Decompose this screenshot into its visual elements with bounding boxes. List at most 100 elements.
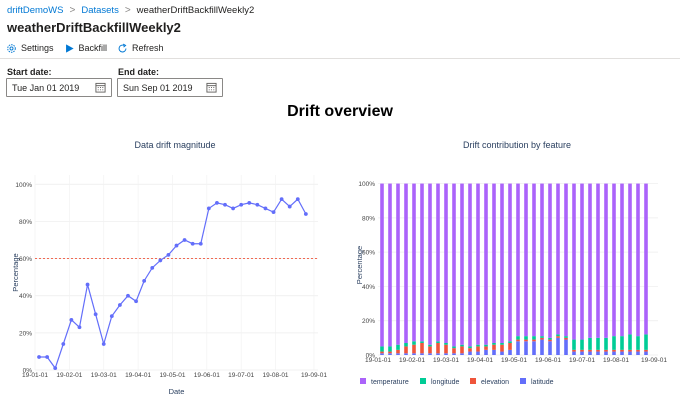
bar-segment-temperature[interactable] — [436, 183, 440, 342]
bar-segment-longitude[interactable] — [540, 336, 544, 338]
bar-segment-longitude[interactable] — [460, 344, 464, 347]
bar-segment-latitude[interactable] — [612, 351, 616, 355]
bar-segment-elevation[interactable] — [388, 351, 392, 354]
data-point[interactable] — [150, 265, 155, 270]
bar-segment-temperature[interactable] — [476, 183, 480, 345]
data-point[interactable] — [109, 314, 114, 319]
bar-segment-elevation[interactable] — [628, 349, 632, 352]
bar-segment-elevation[interactable] — [452, 348, 456, 354]
bar-segment-longitude[interactable] — [412, 341, 416, 345]
bar-segment-temperature[interactable] — [420, 183, 424, 342]
bar-segment-longitude[interactable] — [644, 334, 648, 350]
bar-segment-longitude[interactable] — [580, 339, 584, 350]
bar-segment-elevation[interactable] — [492, 344, 496, 350]
bar-segment-longitude[interactable] — [428, 344, 432, 347]
legend-item-temperature[interactable]: temperature — [360, 378, 409, 386]
bar-segment-temperature[interactable] — [444, 183, 448, 343]
bar-segment-temperature[interactable] — [452, 183, 456, 347]
bar-segment-elevation[interactable] — [564, 337, 568, 340]
bar-segment-longitude[interactable] — [468, 346, 472, 349]
bar-segment-latitude[interactable] — [628, 351, 632, 355]
bar-segment-latitude[interactable] — [532, 341, 536, 355]
data-point[interactable] — [303, 212, 308, 216]
bar-segment-latitude[interactable] — [404, 353, 408, 355]
bar-segment-temperature[interactable] — [428, 183, 432, 345]
bar-segment-longitude[interactable] — [484, 344, 488, 347]
bar-segment-elevation[interactable] — [644, 349, 648, 352]
data-point[interactable] — [93, 312, 98, 317]
data-point[interactable] — [134, 299, 138, 304]
bar-segment-temperature[interactable] — [636, 183, 640, 337]
legend-item-latitude[interactable]: latitude — [520, 378, 554, 386]
backfill-button[interactable]: Backfill — [64, 43, 107, 54]
bar-segment-elevation[interactable] — [556, 336, 560, 338]
bar-segment-temperature[interactable] — [644, 183, 648, 335]
bar-segment-latitude[interactable] — [524, 341, 528, 355]
bar-segment-latitude[interactable] — [548, 341, 552, 355]
bar-segment-longitude[interactable] — [548, 337, 552, 340]
bar-segment-elevation[interactable] — [484, 346, 488, 350]
bar-segment-longitude[interactable] — [596, 337, 600, 350]
legend-item-elevation[interactable]: elevation — [470, 378, 509, 386]
bar-segment-elevation[interactable] — [516, 339, 520, 342]
data-point[interactable] — [279, 197, 284, 202]
bar-segment-temperature[interactable] — [460, 183, 464, 345]
bar-segment-longitude[interactable] — [396, 344, 400, 350]
bar-segment-latitude[interactable] — [412, 353, 416, 355]
bar-segment-latitude[interactable] — [428, 353, 432, 355]
bar-segment-latitude[interactable] — [540, 339, 544, 355]
bar-segment-temperature[interactable] — [396, 183, 400, 345]
bar-segment-elevation[interactable] — [420, 343, 424, 354]
bar-segment-temperature[interactable] — [596, 183, 600, 338]
bar-segment-longitude[interactable] — [380, 346, 384, 352]
bar-segment-elevation[interactable] — [460, 346, 464, 354]
data-point[interactable] — [198, 241, 203, 246]
bar-segment-temperature[interactable] — [556, 183, 560, 335]
bar-segment-longitude[interactable] — [476, 344, 480, 347]
data-point[interactable] — [287, 204, 292, 209]
bar-segment-temperature[interactable] — [564, 183, 568, 337]
bar-segment-temperature[interactable] — [404, 183, 408, 343]
bar-segment-latitude[interactable] — [420, 353, 424, 355]
data-point[interactable] — [231, 206, 236, 211]
data-point[interactable] — [69, 317, 74, 322]
bar-segment-latitude[interactable] — [508, 349, 512, 355]
bar-segment-longitude[interactable] — [444, 343, 448, 345]
data-point[interactable] — [126, 293, 130, 298]
data-point[interactable] — [142, 278, 147, 283]
bar-segment-elevation[interactable] — [444, 344, 448, 354]
bar-segment-latitude[interactable] — [436, 353, 440, 355]
bar-segment-elevation[interactable] — [476, 346, 480, 352]
bar-segment-temperature[interactable] — [492, 183, 496, 343]
data-point[interactable] — [255, 202, 260, 207]
data-point[interactable] — [190, 241, 195, 246]
bar-segment-temperature[interactable] — [620, 183, 624, 337]
data-point[interactable] — [85, 282, 90, 287]
bar-segment-latitude[interactable] — [564, 339, 568, 355]
data-point[interactable] — [247, 200, 252, 205]
bar-segment-elevation[interactable] — [548, 339, 552, 342]
bar-segment-longitude[interactable] — [604, 337, 608, 350]
bar-segment-elevation[interactable] — [620, 349, 624, 352]
bar-segment-temperature[interactable] — [532, 183, 536, 337]
bar-segment-elevation[interactable] — [436, 343, 440, 354]
bar-segment-latitude[interactable] — [380, 353, 384, 355]
bar-segment-elevation[interactable] — [636, 349, 640, 352]
bar-segment-latitude[interactable] — [556, 337, 560, 355]
bar-segment-latitude[interactable] — [620, 351, 624, 355]
data-point[interactable] — [206, 206, 211, 211]
bar-segment-longitude[interactable] — [628, 334, 632, 350]
legend-item-longitude[interactable]: longitude — [420, 378, 460, 386]
bar-segment-temperature[interactable] — [580, 183, 584, 340]
data-point[interactable] — [215, 200, 219, 205]
data-point[interactable] — [158, 258, 163, 263]
bar-segment-temperature[interactable] — [500, 183, 504, 343]
data-point[interactable] — [45, 355, 50, 359]
data-point[interactable] — [37, 355, 41, 359]
bar-segment-latitude[interactable] — [516, 341, 520, 355]
bar-segment-latitude[interactable] — [476, 351, 480, 355]
bar-segment-longitude[interactable] — [572, 339, 576, 350]
data-point[interactable] — [53, 366, 58, 371]
data-point[interactable] — [239, 202, 244, 207]
bar-segment-elevation[interactable] — [604, 349, 608, 352]
